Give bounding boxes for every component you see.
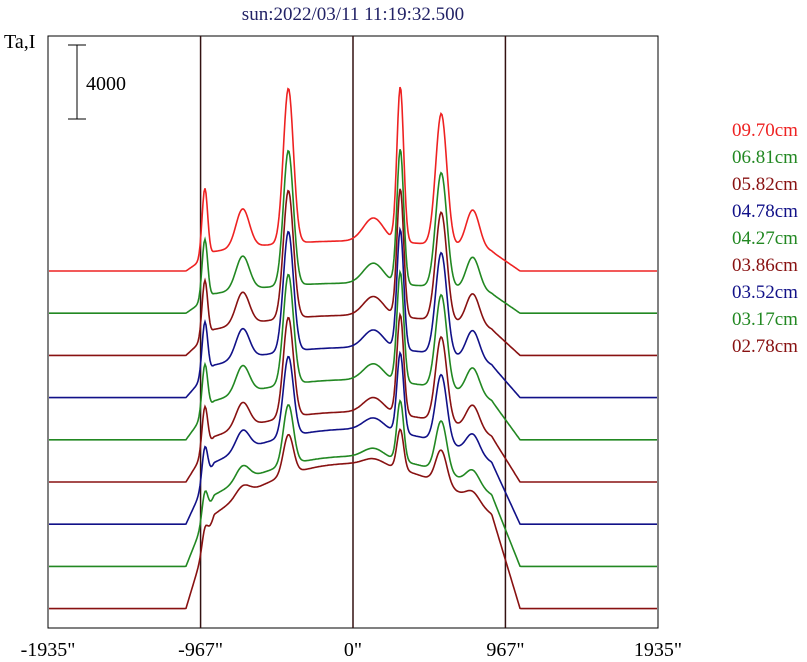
legend-entry-7: 03.17cm [732,309,798,330]
series-line-8 [49,427,657,610]
legend: 09.70cm 06.81cm 05.82cm 04.78cm 04.27cm 03.86… [732,120,798,357]
x-tick-label-4: 1935" [634,639,682,661]
series-line-1 [49,149,657,314]
legend-entry-3: 04.78cm [732,201,798,222]
legend-entry-8: 02.78cm [732,336,798,357]
x-tick-label-3: 967" [486,639,524,661]
legend-entry-2: 05.82cm [732,174,798,195]
x-tick-labels: -1935" -967" 0" 967" 1935" [21,639,683,661]
x-tick-label-1: -967" [178,639,223,661]
series-line-3 [49,226,657,399]
legend-entry-1: 06.81cm [732,147,798,168]
series-line-7 [49,398,657,568]
series-line-6 [49,350,657,525]
x-tick-label-2: 0" [344,639,362,661]
series-lines [49,86,657,610]
legend-entry-5: 03.86cm [732,255,798,276]
series-line-5 [49,312,657,483]
legend-entry-0: 09.70cm [732,120,798,141]
legend-entry-6: 03.52cm [732,282,798,303]
scale-bar: 4000 [68,44,126,120]
scale-bar-label: 4000 [86,73,126,95]
series-line-4 [49,269,657,441]
chart-title: sun:2022/03/11 11:19:32.500 [242,4,464,25]
series-line-2 [49,188,657,357]
x-tick-label-0: -1935" [21,639,76,661]
legend-entry-4: 04.27cm [732,228,798,249]
y-axis-label: Ta,I [4,31,35,53]
series-line-0 [49,86,657,272]
